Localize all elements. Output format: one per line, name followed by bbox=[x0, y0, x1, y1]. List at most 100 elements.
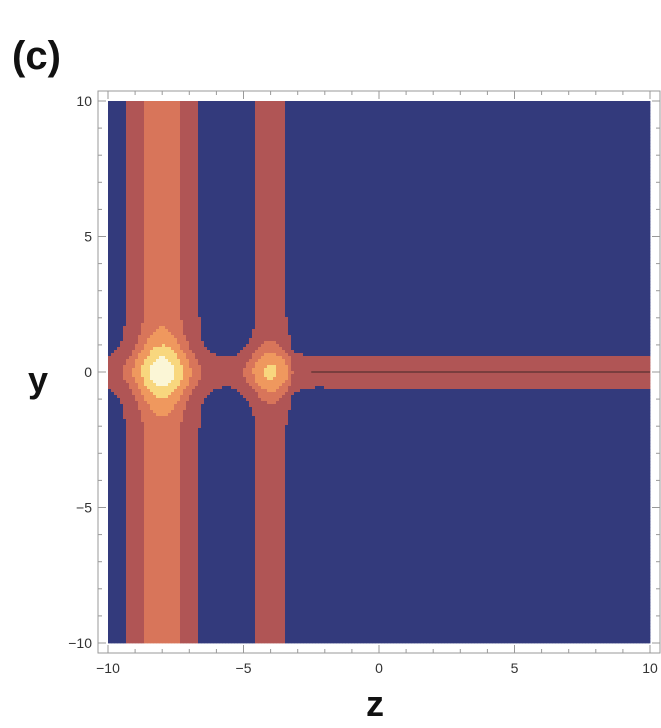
contour-cell bbox=[456, 122, 459, 125]
contour-cell bbox=[618, 119, 621, 122]
contour-cell bbox=[348, 140, 351, 143]
contour-cell bbox=[213, 131, 216, 134]
contour-cell bbox=[561, 140, 564, 143]
contour-cell bbox=[471, 122, 474, 125]
contour-cell bbox=[216, 122, 219, 125]
contour-cell bbox=[537, 110, 540, 113]
contour-cell bbox=[174, 134, 177, 137]
contour-cell bbox=[534, 143, 537, 146]
contour-cell bbox=[537, 113, 540, 116]
contour-cell bbox=[495, 140, 498, 143]
contour-cell bbox=[240, 152, 243, 155]
contour-cell bbox=[573, 140, 576, 143]
contour-cell bbox=[252, 140, 255, 143]
contour-cell bbox=[159, 116, 162, 119]
contour-cell bbox=[507, 122, 510, 125]
contour-cell bbox=[348, 152, 351, 155]
contour-cell bbox=[255, 101, 258, 104]
contour-cell bbox=[573, 104, 576, 107]
contour-cell bbox=[402, 101, 405, 104]
contour-cell bbox=[180, 125, 183, 128]
contour-cell bbox=[372, 101, 375, 104]
contour-cell bbox=[291, 122, 294, 125]
contour-cell bbox=[330, 116, 333, 119]
contour-cell bbox=[507, 149, 510, 152]
contour-cell bbox=[621, 140, 624, 143]
contour-cell bbox=[399, 128, 402, 131]
contour-cell bbox=[213, 128, 216, 131]
contour-cell bbox=[348, 116, 351, 119]
contour-cell bbox=[135, 101, 138, 104]
contour-cell bbox=[342, 125, 345, 128]
contour-cell bbox=[285, 140, 288, 143]
contour-cell bbox=[468, 107, 471, 110]
contour-cell bbox=[426, 110, 429, 113]
contour-cell bbox=[435, 122, 438, 125]
contour-cell bbox=[231, 110, 234, 113]
contour-cell bbox=[270, 110, 273, 113]
contour-cell bbox=[534, 110, 537, 113]
contour-cell bbox=[123, 146, 126, 149]
contour-cell bbox=[507, 152, 510, 155]
contour-cell bbox=[525, 125, 528, 128]
contour-cell bbox=[552, 116, 555, 119]
contour-cell bbox=[399, 143, 402, 146]
contour-cell bbox=[630, 152, 633, 155]
contour-cell bbox=[189, 116, 192, 119]
contour-cell bbox=[252, 149, 255, 152]
contour-cell bbox=[627, 134, 630, 137]
contour-cell bbox=[357, 101, 360, 104]
contour-cell bbox=[639, 140, 642, 143]
contour-cell bbox=[531, 125, 534, 128]
contour-cell bbox=[390, 131, 393, 134]
contour-cell bbox=[396, 113, 399, 116]
contour-cell bbox=[594, 137, 597, 140]
contour-cell bbox=[573, 122, 576, 125]
contour-cell bbox=[387, 137, 390, 140]
contour-cell bbox=[135, 140, 138, 143]
contour-cell bbox=[186, 119, 189, 122]
contour-cell bbox=[123, 101, 126, 104]
contour-cell bbox=[579, 101, 582, 104]
contour-cell bbox=[477, 116, 480, 119]
contour-cell bbox=[273, 143, 276, 146]
contour-cell bbox=[393, 104, 396, 107]
contour-cell bbox=[282, 110, 285, 113]
contour-cell bbox=[546, 152, 549, 155]
contour-cell bbox=[441, 110, 444, 113]
contour-cell bbox=[330, 110, 333, 113]
contour-cell bbox=[585, 113, 588, 116]
contour-cell bbox=[414, 101, 417, 104]
contour-cell bbox=[225, 128, 228, 131]
contour-cell bbox=[648, 110, 650, 113]
contour-cell bbox=[222, 110, 225, 113]
contour-cell bbox=[570, 101, 573, 104]
contour-cell bbox=[567, 143, 570, 146]
contour-cell bbox=[429, 110, 432, 113]
contour-cell bbox=[450, 146, 453, 149]
contour-cell bbox=[513, 152, 516, 155]
contour-cell bbox=[174, 122, 177, 125]
contour-cell bbox=[561, 101, 564, 104]
contour-cell bbox=[201, 149, 204, 152]
contour-cell bbox=[138, 125, 141, 128]
contour-cell bbox=[531, 107, 534, 110]
contour-cell bbox=[474, 104, 477, 107]
contour-cell bbox=[114, 116, 117, 119]
contour-cell bbox=[468, 101, 471, 104]
contour-cell bbox=[225, 125, 228, 128]
contour-cell bbox=[222, 143, 225, 146]
contour-cell bbox=[489, 119, 492, 122]
contour-cell bbox=[189, 101, 192, 104]
contour-cell bbox=[168, 149, 171, 152]
contour-cell bbox=[537, 152, 540, 155]
contour-cell bbox=[384, 125, 387, 128]
contour-cell bbox=[558, 152, 561, 155]
contour-cell bbox=[471, 119, 474, 122]
contour-cell bbox=[639, 119, 642, 122]
contour-cell bbox=[495, 131, 498, 134]
contour-cell bbox=[204, 122, 207, 125]
contour-cell bbox=[420, 125, 423, 128]
contour-cell bbox=[285, 137, 288, 140]
contour-cell bbox=[489, 134, 492, 137]
